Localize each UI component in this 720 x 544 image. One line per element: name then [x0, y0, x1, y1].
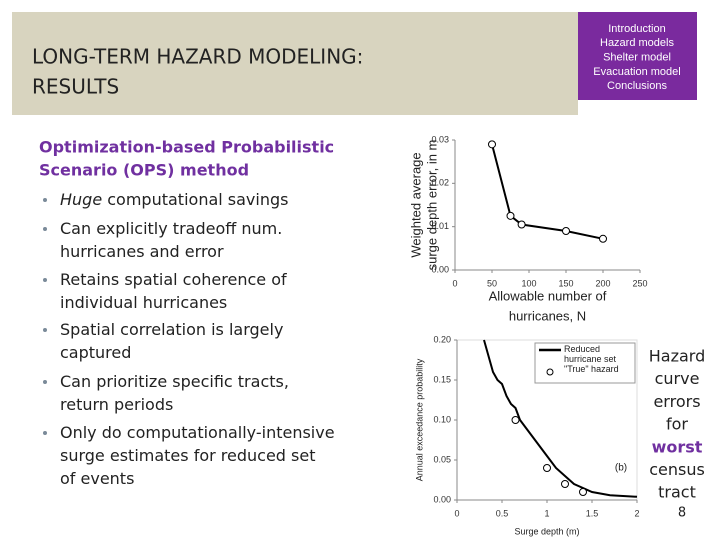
data-point	[562, 227, 570, 235]
side-note: tract	[658, 483, 696, 502]
bullet-line: of events	[60, 469, 134, 488]
page-number: 8	[678, 506, 686, 521]
legend-item: "True" hazard	[564, 364, 619, 374]
nav-item: Introduction	[608, 23, 665, 35]
y-tick-label: 0.15	[433, 374, 451, 384]
bullet-dot	[43, 227, 47, 231]
nav-item: Conclusions	[607, 80, 667, 92]
data-point	[511, 416, 520, 424]
data-point	[561, 480, 569, 488]
bullet-line: Can prioritize specific tracts,	[60, 372, 289, 391]
data-point	[543, 464, 551, 472]
bullet-text: captured	[60, 343, 131, 362]
y-tick-label: 0.05	[433, 454, 451, 464]
x-axis-label: Allowable number of	[489, 288, 607, 303]
nav-item: Shelter model	[603, 52, 671, 64]
bullet-dot	[43, 278, 47, 282]
bullet-line: hurricanes and error	[60, 242, 224, 261]
y-tick-label: 0.00	[433, 494, 451, 504]
x-tick-label: 100	[521, 278, 536, 288]
bullet-line: captured	[60, 343, 131, 362]
x-tick-label: 250	[632, 278, 647, 288]
bullet-text: Huge computational savings	[60, 190, 288, 209]
bullet-line: Spatial correlation is largely	[60, 320, 283, 339]
bullet-text: Can explicitly tradeoff num.	[60, 219, 282, 238]
title: RESULTS	[32, 75, 119, 99]
bullet-dot	[43, 431, 47, 435]
header-band	[12, 12, 578, 115]
data-point	[488, 140, 496, 149]
bullet-text: Only do computationally-intensive	[60, 423, 335, 442]
bullet-line: computational savings	[102, 190, 288, 209]
nav-box	[578, 12, 697, 100]
x-tick-label: 1	[544, 508, 549, 518]
bullet-line: individual hurricanes	[60, 293, 227, 312]
side-note: worst	[652, 437, 703, 456]
emphasis: Huge	[60, 190, 102, 209]
x-tick-label: 50	[487, 278, 497, 288]
bullet-text: surge estimates for reduced set	[60, 446, 315, 465]
legend-item: Reduced hurricane set	[564, 344, 617, 364]
y-tick-label: 0.01	[431, 221, 449, 231]
bullet-text: Retains spatial coherence of	[60, 270, 287, 289]
x-tick-label: 0.5	[496, 508, 509, 518]
y-axis-label: Weighted average	[408, 152, 423, 257]
y-tick-label: 0.10	[433, 414, 451, 424]
nav-item: Evacuation model	[593, 66, 680, 78]
x-tick-label: 0	[454, 508, 459, 518]
bullet-line: surge estimates for reduced set	[60, 446, 315, 465]
bullet-text: Spatial correlation is largely	[60, 320, 283, 339]
side-note: for	[666, 415, 688, 434]
bullet-line: Retains spatial coherence of	[60, 270, 287, 289]
legend-text: "True" hazard	[564, 364, 619, 374]
x-tick-label: 2	[634, 508, 639, 518]
nav-item: Hazard models	[600, 37, 674, 49]
bullet-text: return periods	[60, 395, 173, 414]
x-tick-label: 150	[558, 278, 573, 288]
bullet-line: return periods	[60, 395, 173, 414]
data-point	[506, 211, 515, 220]
data-point	[517, 220, 526, 229]
legend-marker	[546, 368, 554, 376]
data-point	[579, 488, 587, 496]
legend-text: Reduced hurricane set	[564, 344, 617, 364]
annotation: (b)	[615, 463, 627, 474]
y-tick-label: 0.03	[431, 134, 449, 144]
bullet-text: Can prioritize specific tracts,	[60, 372, 289, 391]
bullet-line: Can explicitly tradeoff num.	[60, 219, 282, 238]
bullet-dot	[43, 198, 47, 202]
y-tick-label: 0.00	[431, 264, 449, 274]
side-note: errors	[653, 392, 700, 411]
x-tick-label: 1.5	[586, 508, 599, 518]
x-axis-label: hurricanes, N	[509, 308, 586, 323]
data-line	[491, 144, 604, 240]
bullet-text: hurricanes and error	[60, 242, 224, 261]
data-point	[599, 234, 607, 243]
side-note: curve	[655, 369, 700, 388]
subtitle: Optimization-based Probabilistic	[39, 138, 334, 157]
y-tick-label: 0.20	[433, 334, 451, 344]
y-axis-label: surge depth error, in m	[424, 140, 439, 271]
x-tick-label: 200	[595, 278, 610, 288]
y-axis-label: Annual exceedance probability	[414, 358, 424, 481]
y-tick-label: 0.02	[431, 178, 449, 188]
title: LONG-TERM HAZARD MODELING:	[32, 45, 363, 69]
bullet-text: of events	[60, 469, 134, 488]
bullet-dot	[43, 380, 47, 384]
bullet-text: individual hurricanes	[60, 293, 227, 312]
side-note: census	[649, 460, 705, 479]
side-note: Hazard	[649, 347, 706, 366]
x-axis-label: Surge depth (m)	[514, 526, 579, 536]
bullet-dot	[43, 328, 47, 332]
x-tick-label: 0	[452, 278, 457, 288]
subtitle: Scenario (OPS) method	[39, 161, 249, 180]
bullet-line: Only do computationally-intensive	[60, 423, 335, 442]
